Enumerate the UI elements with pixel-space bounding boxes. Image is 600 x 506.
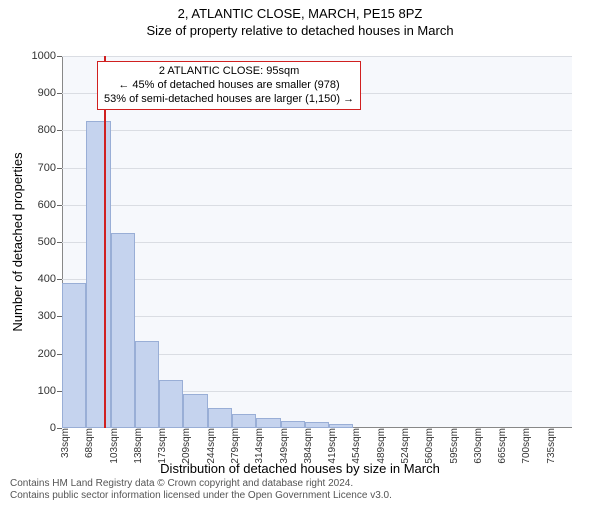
attribution-line1: Contains HM Land Registry data © Crown c…	[10, 478, 392, 490]
histogram-bar	[256, 418, 280, 428]
gridline	[62, 56, 572, 57]
histogram-bar	[208, 408, 232, 428]
x-tick-label: 244sqm	[206, 428, 217, 464]
gridline	[62, 130, 572, 131]
y-axis-label: Number of detached properties	[10, 152, 25, 331]
histogram-bar	[111, 233, 135, 428]
chart-title-line1: 2, ATLANTIC CLOSE, MARCH, PE15 8PZ	[0, 6, 600, 21]
x-tick-label: 33sqm	[60, 428, 71, 458]
annotation-box: 2 ATLANTIC CLOSE: 95sqm← 45% of detached…	[97, 61, 361, 110]
chart-title-line2: Size of property relative to detached ho…	[0, 23, 600, 38]
x-tick-label: 665sqm	[497, 428, 508, 464]
histogram-bar	[86, 121, 110, 428]
x-tick-label: 279sqm	[230, 428, 241, 464]
attribution-line2: Contains public sector information licen…	[10, 490, 392, 502]
y-tick-mark	[57, 205, 62, 206]
y-tick-mark	[57, 56, 62, 57]
x-tick-label: 349sqm	[279, 428, 290, 464]
x-tick-label: 103sqm	[109, 428, 120, 464]
property-marker-line	[104, 56, 106, 428]
x-tick-label: 735sqm	[546, 428, 557, 464]
y-tick-mark	[57, 130, 62, 131]
histogram-bar	[183, 394, 207, 428]
x-tick-label: 560sqm	[424, 428, 435, 464]
x-tick-label: 700sqm	[521, 428, 532, 464]
x-tick-label: 524sqm	[400, 428, 411, 464]
histogram-bar	[62, 283, 86, 428]
x-tick-label: 419sqm	[327, 428, 338, 464]
annotation-line3: 53% of semi-detached houses are larger (…	[104, 93, 354, 107]
y-tick-mark	[57, 279, 62, 280]
x-tick-label: 138sqm	[133, 428, 144, 464]
x-tick-label: 68sqm	[84, 428, 95, 458]
x-tick-label: 489sqm	[376, 428, 387, 464]
x-tick-label: 454sqm	[351, 428, 362, 464]
histogram-chart: 0100200300400500600700800900100033sqm68s…	[62, 56, 572, 428]
gridline	[62, 205, 572, 206]
gridline	[62, 316, 572, 317]
histogram-bar	[159, 380, 183, 428]
y-tick-mark	[57, 93, 62, 94]
x-tick-label: 209sqm	[181, 428, 192, 464]
y-tick-mark	[57, 242, 62, 243]
x-tick-label: 384sqm	[303, 428, 314, 464]
histogram-bar	[232, 414, 256, 428]
gridline	[62, 242, 572, 243]
x-tick-label: 595sqm	[449, 428, 460, 464]
histogram-bar	[135, 341, 159, 428]
annotation-line2: ← 45% of detached houses are smaller (97…	[104, 79, 354, 93]
y-tick-mark	[57, 168, 62, 169]
histogram-bar	[281, 421, 305, 428]
annotation-line1: 2 ATLANTIC CLOSE: 95sqm	[104, 65, 354, 79]
x-tick-label: 630sqm	[473, 428, 484, 464]
x-tick-label: 173sqm	[157, 428, 168, 464]
data-attribution: Contains HM Land Registry data © Crown c…	[10, 478, 392, 502]
gridline	[62, 168, 572, 169]
gridline	[62, 279, 572, 280]
x-axis-label: Distribution of detached houses by size …	[0, 461, 600, 476]
x-tick-label: 314sqm	[254, 428, 265, 464]
